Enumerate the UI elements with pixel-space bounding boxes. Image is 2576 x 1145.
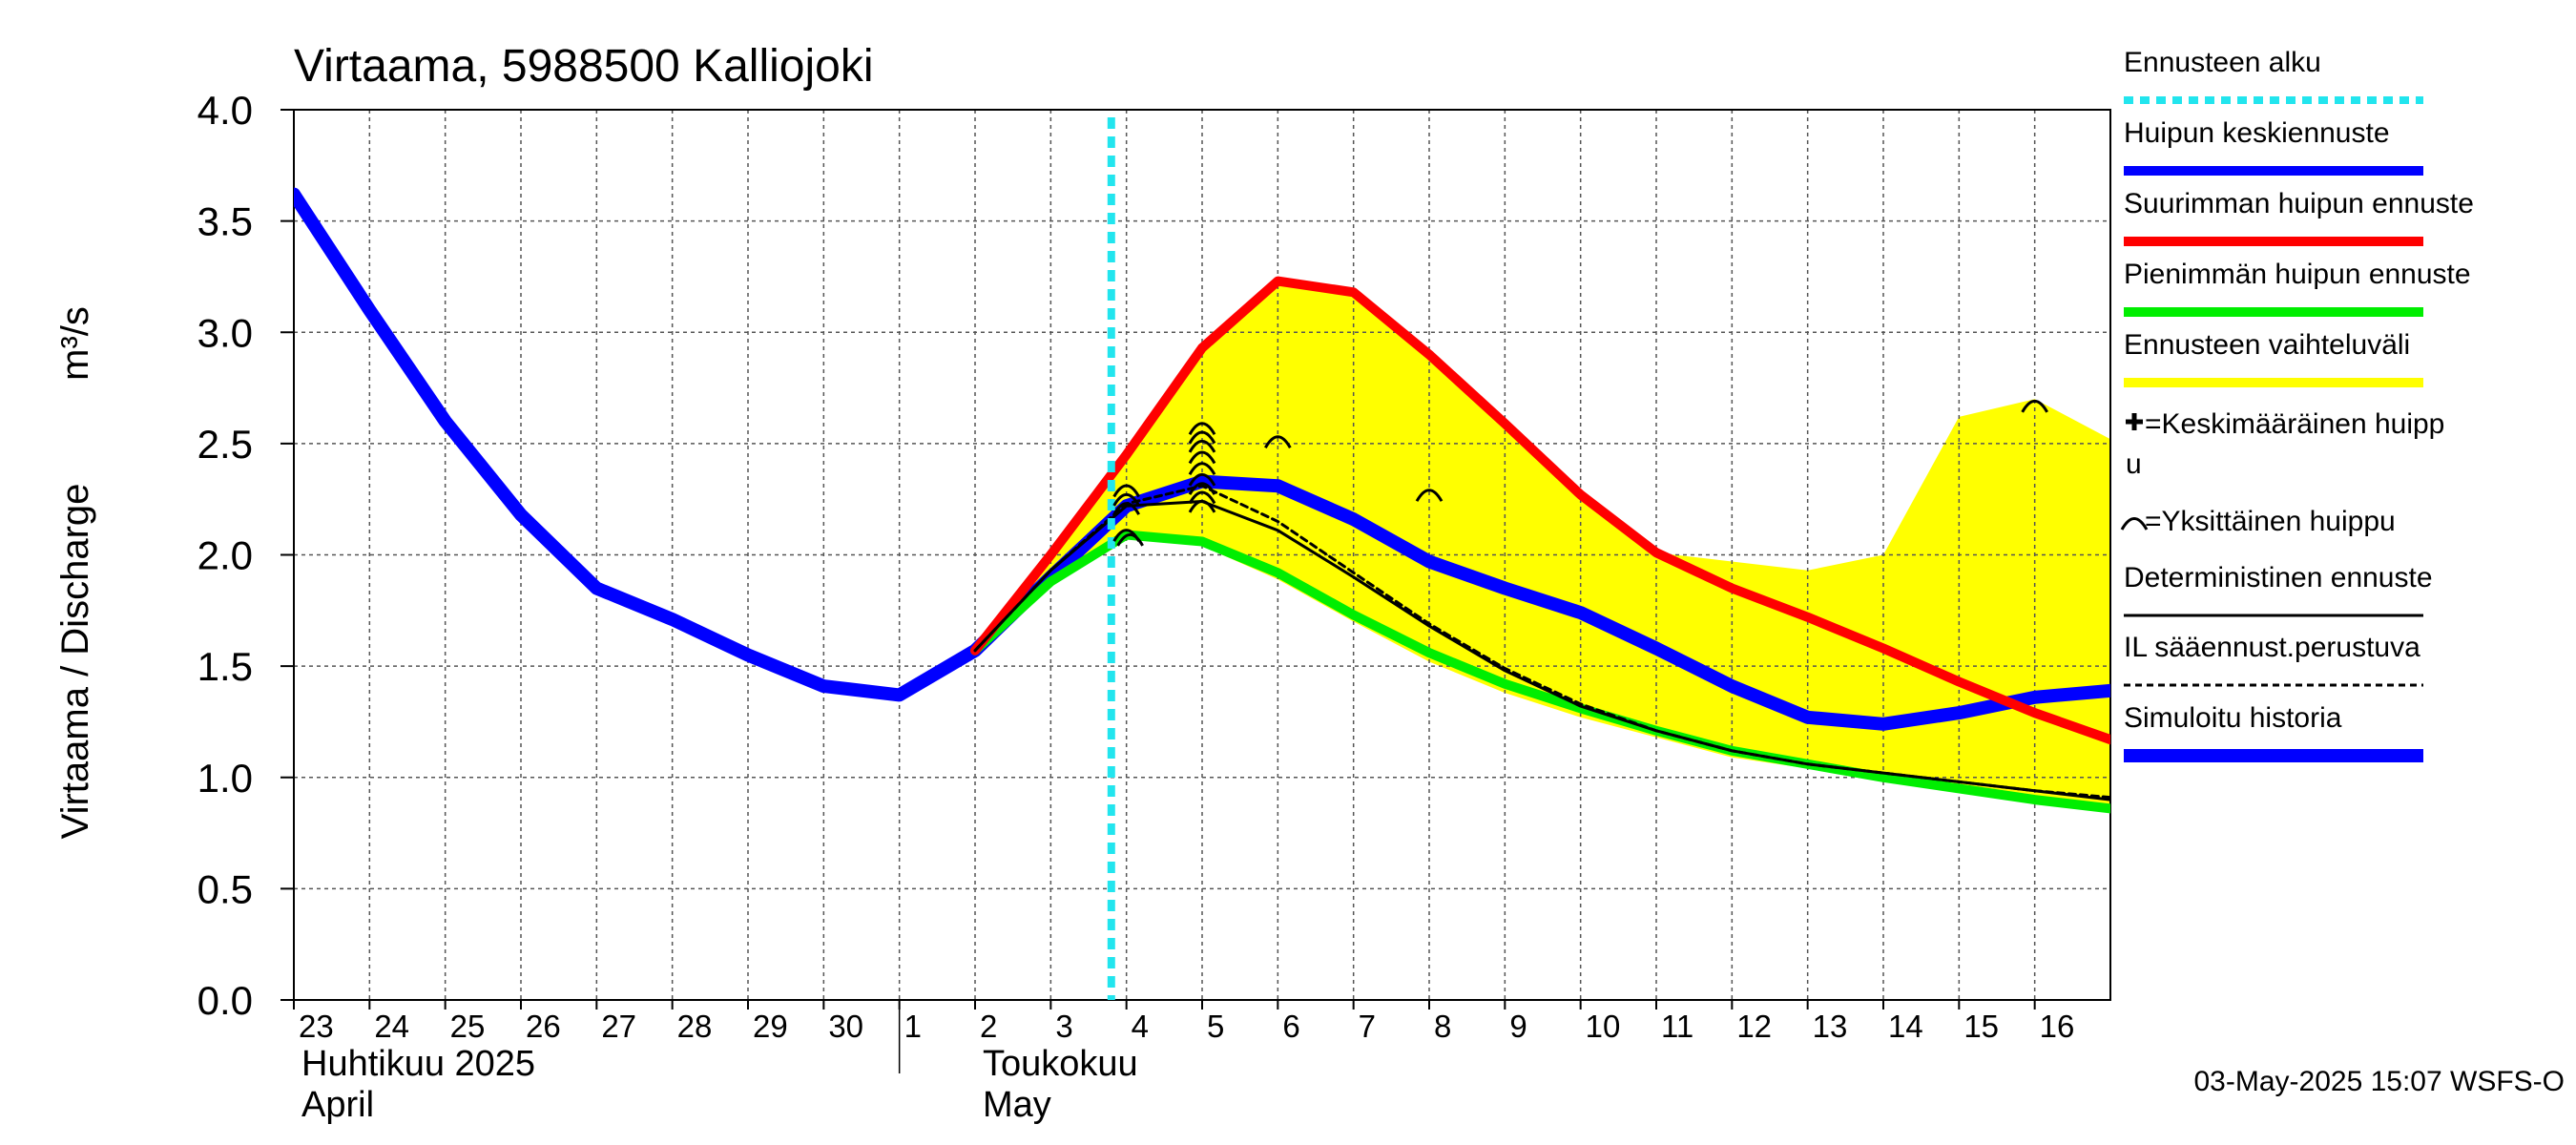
legend-label: Ennusteen alku bbox=[2124, 47, 2321, 78]
single-peak-marker bbox=[1112, 492, 1140, 507]
legend-item: Huipun keskiennuste bbox=[2124, 117, 2423, 176]
x-day-label: 13 bbox=[1813, 1009, 1848, 1044]
legend-item: Simuloitu historia bbox=[2124, 702, 2423, 762]
legend-item: Suurimman huipun ennuste bbox=[2124, 188, 2474, 246]
legend-label: Suurimman huipun ennuste bbox=[2124, 188, 2474, 219]
y-tick-label: 2.5 bbox=[197, 422, 253, 467]
y-tick-label: 2.0 bbox=[197, 533, 253, 578]
legend-label-wrap: u bbox=[2126, 448, 2142, 480]
x-day-label: 9 bbox=[1509, 1009, 1527, 1044]
series-pienimm-n-huipun-ennuste bbox=[970, 530, 2110, 814]
single-peak-marker bbox=[2021, 399, 2048, 413]
y-tick-label: 1.5 bbox=[197, 644, 253, 689]
x-day-label: 6 bbox=[1282, 1009, 1299, 1044]
x-day-label: 26 bbox=[526, 1009, 561, 1044]
x-month-label-en: April bbox=[301, 1085, 374, 1125]
x-day-label: 14 bbox=[1888, 1009, 1923, 1044]
single-peak-marker bbox=[1415, 489, 1444, 502]
x-day-label: 2 bbox=[980, 1009, 997, 1044]
x-day-label: 1 bbox=[904, 1009, 922, 1044]
single-peak-marker bbox=[1188, 499, 1216, 513]
single-peak-marker bbox=[1188, 430, 1216, 445]
legend: Ennusteen alku Huipun keskiennuste Suurimm… bbox=[2120, 47, 2474, 762]
single-peak-marker bbox=[1188, 422, 1216, 435]
single-peak-marker bbox=[1188, 462, 1216, 475]
x-day-label: 7 bbox=[1359, 1009, 1376, 1044]
legend-label: Ennusteen vaihteluväli bbox=[2124, 329, 2410, 361]
x-day-label: 23 bbox=[299, 1009, 334, 1044]
legend-label: =Keskimääräinen huipp bbox=[2145, 408, 2444, 440]
y-tick-label: 0.5 bbox=[197, 866, 253, 911]
single-peak-marker bbox=[1188, 439, 1216, 453]
chart-title: Virtaama, 5988500 Kalliojoki bbox=[294, 41, 874, 92]
single-peak-marker bbox=[1112, 484, 1140, 498]
legend-item: =Keskimääräinen huippu bbox=[2126, 408, 2444, 480]
legend-item: Ennusteen vaihteluväli bbox=[2124, 329, 2423, 387]
single-peak-marker bbox=[1188, 490, 1216, 505]
x-day-label: 29 bbox=[753, 1009, 788, 1044]
single-peak-marker bbox=[1188, 472, 1216, 487]
x-day-label: 8 bbox=[1434, 1009, 1451, 1044]
plot-area: 0.0 0.5 1.0 1.5 2.0 2.5 3.0 3.5 4.0 Virtaama / Di… bbox=[54, 88, 2111, 1125]
single-peak-marker bbox=[1188, 450, 1216, 465]
legend-plus-icon bbox=[2126, 413, 2143, 430]
legend-item: Pienimmän huipun ennuste bbox=[2124, 259, 2471, 317]
x-day-label: 27 bbox=[601, 1009, 636, 1044]
legend-label: Simuloitu historia bbox=[2124, 702, 2342, 734]
x-day-label: 16 bbox=[2040, 1009, 2075, 1044]
single-peak-marker bbox=[1116, 532, 1144, 547]
x-month-label-en: May bbox=[983, 1085, 1051, 1125]
legend-item: IL sääennust.perustuva bbox=[2124, 632, 2423, 687]
x-day-label: 30 bbox=[828, 1009, 863, 1044]
series-deterministinen-ennuste bbox=[973, 500, 2110, 802]
legend-label: Pienimmän huipun ennuste bbox=[2124, 259, 2471, 290]
x-day-label: 28 bbox=[677, 1009, 713, 1044]
x-day-label: 11 bbox=[1661, 1009, 1693, 1044]
x-day-label: 15 bbox=[1963, 1009, 1999, 1044]
series-suurimman-huipun-ennuste bbox=[970, 276, 2110, 745]
legend-label: =Yksittäinen huippu bbox=[2145, 506, 2396, 537]
forecast-range-band bbox=[975, 281, 2110, 814]
legend-item: =Yksittäinen huippu bbox=[2120, 506, 2396, 537]
x-day-label: 5 bbox=[1207, 1009, 1224, 1044]
y-tick-label: 1.0 bbox=[197, 756, 253, 801]
legend-item: Deterministinen ennuste bbox=[2124, 562, 2433, 617]
y-tick-label: 0.0 bbox=[197, 978, 253, 1023]
legend-label: Deterministinen ennuste bbox=[2124, 562, 2433, 593]
series-simuloitu-historia bbox=[294, 187, 2110, 731]
legend-item: Ennusteen alku bbox=[2124, 47, 2423, 104]
single-peak-marker bbox=[1188, 482, 1216, 495]
x-month-label: Huhtikuu 2025 bbox=[301, 1044, 535, 1084]
legend-label: Huipun keskiennuste bbox=[2124, 117, 2390, 149]
timestamp-footer: 03-May-2025 15:07 WSFS-O bbox=[2194, 1066, 2566, 1097]
x-day-label: 24 bbox=[374, 1009, 409, 1044]
x-month-label: Toukokuu bbox=[983, 1044, 1138, 1084]
x-day-label: 3 bbox=[1055, 1009, 1072, 1044]
y-tick-label: 3.0 bbox=[197, 310, 253, 355]
single-peak-marker bbox=[1112, 502, 1140, 515]
single-peak-marker bbox=[1264, 435, 1292, 448]
y-tick-label: 3.5 bbox=[197, 199, 253, 244]
x-day-label: 12 bbox=[1736, 1009, 1772, 1044]
y-axis-label: Virtaama / Discharge bbox=[54, 484, 96, 840]
x-day-label: 4 bbox=[1132, 1009, 1149, 1044]
x-day-label: 25 bbox=[450, 1009, 486, 1044]
legend-label: IL sääennust.perustuva bbox=[2124, 632, 2420, 663]
y-axis-unit: m³/s bbox=[54, 306, 96, 381]
legend-arc-icon bbox=[2120, 517, 2149, 531]
x-day-label: 10 bbox=[1586, 1009, 1621, 1044]
y-tick-label: 4.0 bbox=[197, 88, 253, 133]
